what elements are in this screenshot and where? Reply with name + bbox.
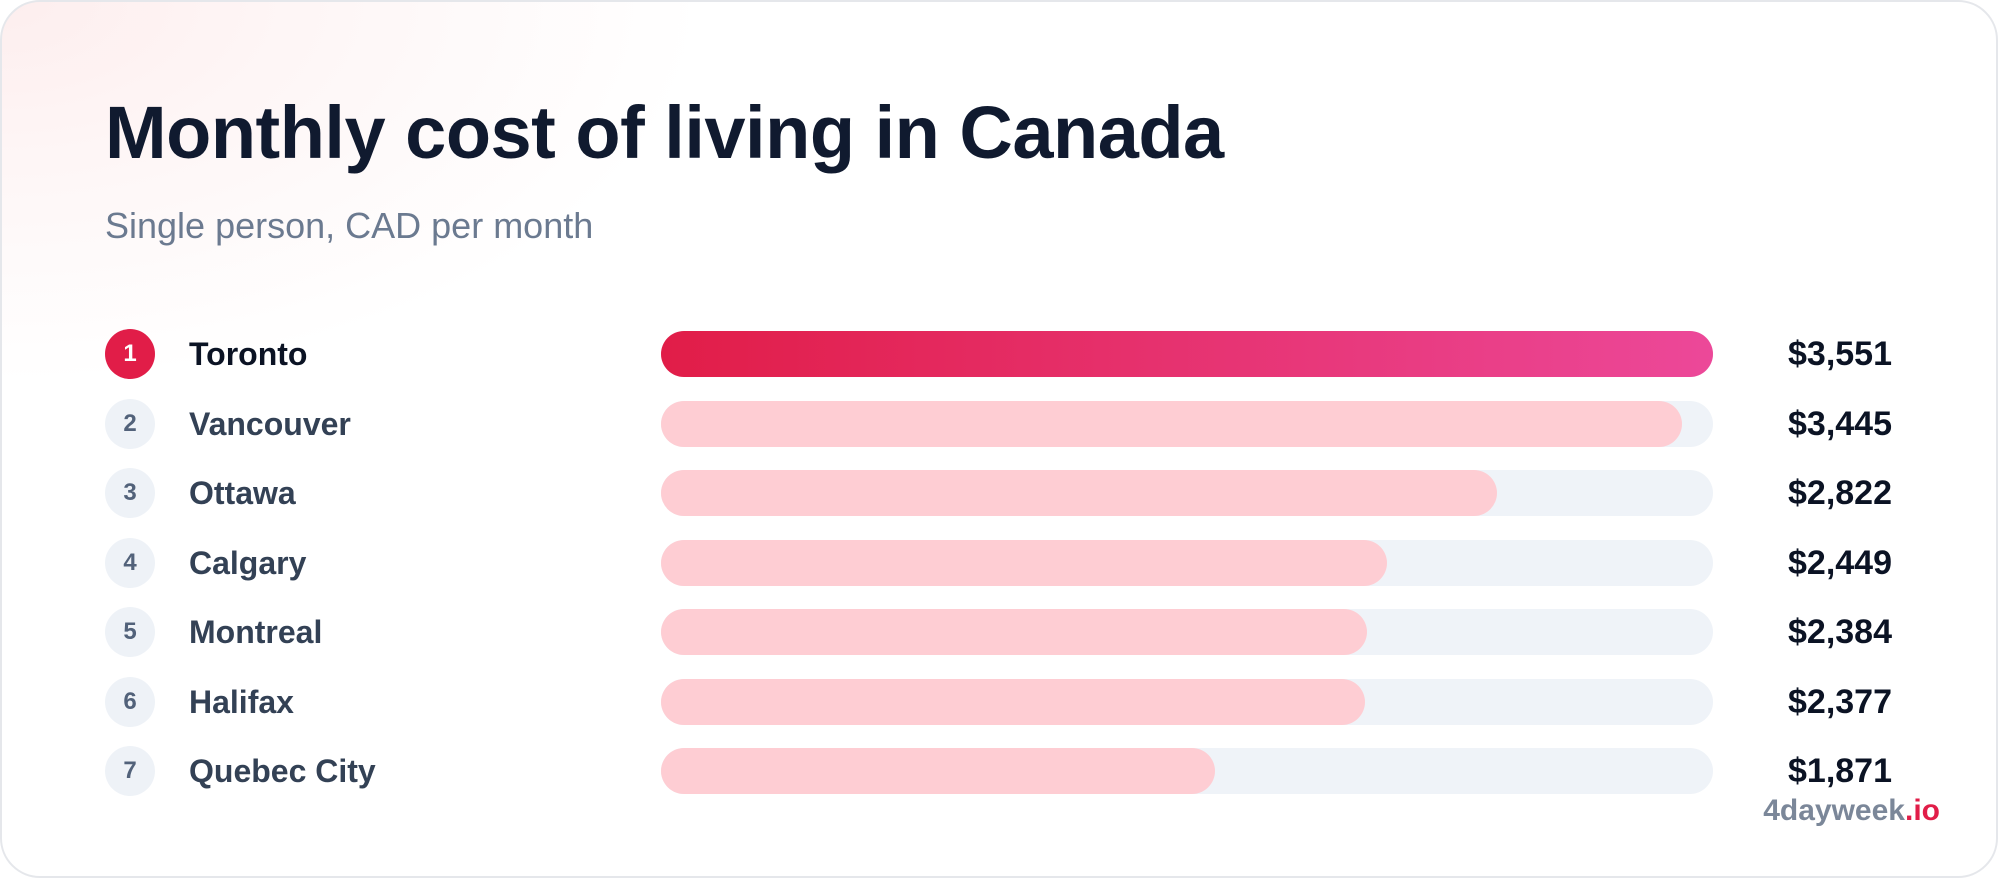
category-label: Ottawa (189, 475, 296, 511)
rank-badge: 5 (105, 607, 155, 657)
rank-badge: 2 (105, 398, 155, 449)
category-label: Vancouver (189, 405, 351, 442)
category-label: Quebec City (189, 753, 376, 789)
bar-row: 7 Quebec City $1,871 (2, 741, 1996, 801)
rank-badge: 6 (105, 676, 155, 727)
bar (661, 539, 1387, 586)
bar-row: 4 Calgary $2,449 (2, 533, 1996, 593)
bar-row: 2 Vancouver $3,445 (2, 394, 1996, 454)
chart-title: Monthly cost of living in Canada (105, 91, 1224, 174)
brand-tld: .io (1905, 794, 1940, 827)
bar-row: 6 Halifax $2,377 (2, 672, 1996, 732)
category-label: Montreal (189, 614, 323, 650)
category-label: Toronto (189, 336, 308, 372)
category-label: Calgary (189, 544, 307, 581)
value-label: $2,384 (1788, 613, 1892, 651)
bar (661, 400, 1682, 447)
brand-logo: 4dayweek.io (1763, 794, 1940, 828)
value-label: $3,551 (1788, 335, 1892, 373)
bar-track (661, 331, 1713, 377)
bar (661, 748, 1216, 794)
value-label: $2,449 (1788, 543, 1892, 582)
bar-track (661, 609, 1713, 655)
bar-track (661, 539, 1713, 586)
chart-subtitle: Single person, CAD per month (105, 205, 594, 246)
bar (661, 331, 1713, 377)
brand-name: 4dayweek (1763, 794, 1905, 827)
bar-row: 5 Montreal $2,384 (2, 602, 1996, 662)
value-label: $2,377 (1788, 682, 1892, 721)
bar-row: 3 Ottawa $2,822 (2, 463, 1996, 523)
bar-track (661, 470, 1713, 516)
bar-track (661, 748, 1713, 794)
category-label: Halifax (189, 683, 294, 720)
value-label: $1,871 (1788, 752, 1892, 790)
rank-badge: 1 (105, 329, 155, 379)
bar-track (661, 400, 1713, 447)
rank-badge: 3 (105, 468, 155, 518)
bar-track (661, 678, 1713, 725)
bar (661, 609, 1368, 655)
bar-row: 1 Toronto $3,551 (2, 324, 1996, 384)
value-label: $3,445 (1788, 404, 1892, 443)
bar (661, 470, 1498, 516)
rank-badge: 7 (105, 746, 155, 796)
value-label: $2,822 (1788, 474, 1892, 512)
rank-badge: 4 (105, 537, 155, 588)
bar (661, 678, 1366, 725)
